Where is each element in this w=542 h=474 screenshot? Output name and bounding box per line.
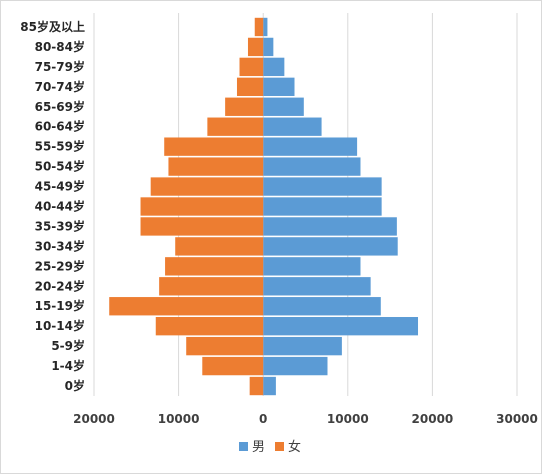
category-label: 0岁	[65, 378, 85, 393]
bar-male	[263, 277, 371, 296]
category-label: 65-69岁	[35, 99, 85, 114]
bar-male	[263, 137, 358, 156]
category-label: 25-29岁	[35, 258, 85, 273]
category-label: 75-79岁	[35, 59, 85, 74]
bar-female	[159, 277, 264, 296]
category-label: 30-34岁	[35, 238, 85, 253]
bar-female	[247, 37, 264, 57]
category-label: 5-9岁	[51, 338, 85, 353]
category-label: 15-19岁	[35, 298, 85, 313]
bar-male	[263, 356, 328, 376]
x-tick-label: 30000	[496, 412, 538, 426]
x-tick-label: 20000	[412, 412, 454, 426]
bar-male	[263, 197, 382, 216]
bar-male	[263, 217, 397, 236]
bar-male	[263, 97, 304, 116]
bar-male	[263, 117, 322, 136]
bar-female	[207, 117, 264, 136]
category-label: 80-84岁	[35, 39, 85, 54]
category-label: 70-74岁	[35, 79, 85, 94]
bar-male	[263, 17, 268, 37]
bar-male	[263, 336, 342, 356]
category-label: 60-64岁	[35, 119, 85, 134]
bar-male	[263, 57, 285, 77]
category-label: 85岁及以上	[20, 19, 85, 34]
category-label: 40-44岁	[35, 199, 85, 214]
category-label: 55-59岁	[35, 139, 85, 154]
bar-female	[186, 336, 264, 356]
legend-label-female: 女	[288, 439, 301, 455]
bar-female	[175, 237, 264, 256]
legend-label-male: 男	[252, 440, 265, 455]
legend-swatch-female	[275, 442, 284, 451]
bar-male	[263, 297, 381, 316]
bar-female	[109, 297, 264, 316]
category-label: 35-39岁	[35, 218, 85, 233]
bar-female	[168, 157, 264, 176]
category-label: 20-24岁	[35, 278, 85, 293]
bar-female	[225, 97, 264, 116]
bar-male	[263, 37, 274, 57]
bar-female	[239, 57, 264, 77]
bars	[109, 17, 419, 396]
bar-male	[263, 376, 276, 396]
x-tick-label: 0	[259, 412, 267, 426]
x-tick-label: 20000	[73, 412, 115, 426]
bar-female	[254, 17, 264, 37]
bar-male	[263, 257, 361, 276]
bar-male	[263, 237, 398, 256]
bar-male	[263, 77, 295, 96]
bar-female	[202, 356, 264, 376]
x-tick-label: 10000	[327, 412, 369, 426]
bar-female	[165, 257, 264, 276]
category-label: 50-54岁	[35, 159, 85, 174]
category-labels: 0岁 1-4岁 5-9岁 10-14岁 15-19岁 20-24岁 25-29岁 30-34岁…	[20, 19, 85, 393]
bar-female	[236, 77, 264, 96]
category-label: 1-4岁	[51, 358, 85, 373]
bar-male	[263, 317, 419, 336]
bar-female	[155, 317, 264, 336]
bar-female	[140, 217, 264, 236]
legend: 男 女	[239, 439, 301, 455]
category-label: 45-49岁	[35, 179, 85, 194]
bar-female	[164, 137, 264, 156]
x-tick-label: 10000	[158, 412, 200, 426]
bar-male	[263, 177, 382, 196]
category-label: 10-14岁	[35, 318, 85, 333]
legend-swatch-male	[239, 442, 248, 451]
bar-female	[150, 177, 264, 196]
bar-male	[263, 157, 361, 176]
x-axis-ticks: 20000 10000 0 10000 20000 30000	[73, 412, 538, 426]
bar-female	[140, 197, 264, 216]
bar-female	[249, 376, 264, 396]
